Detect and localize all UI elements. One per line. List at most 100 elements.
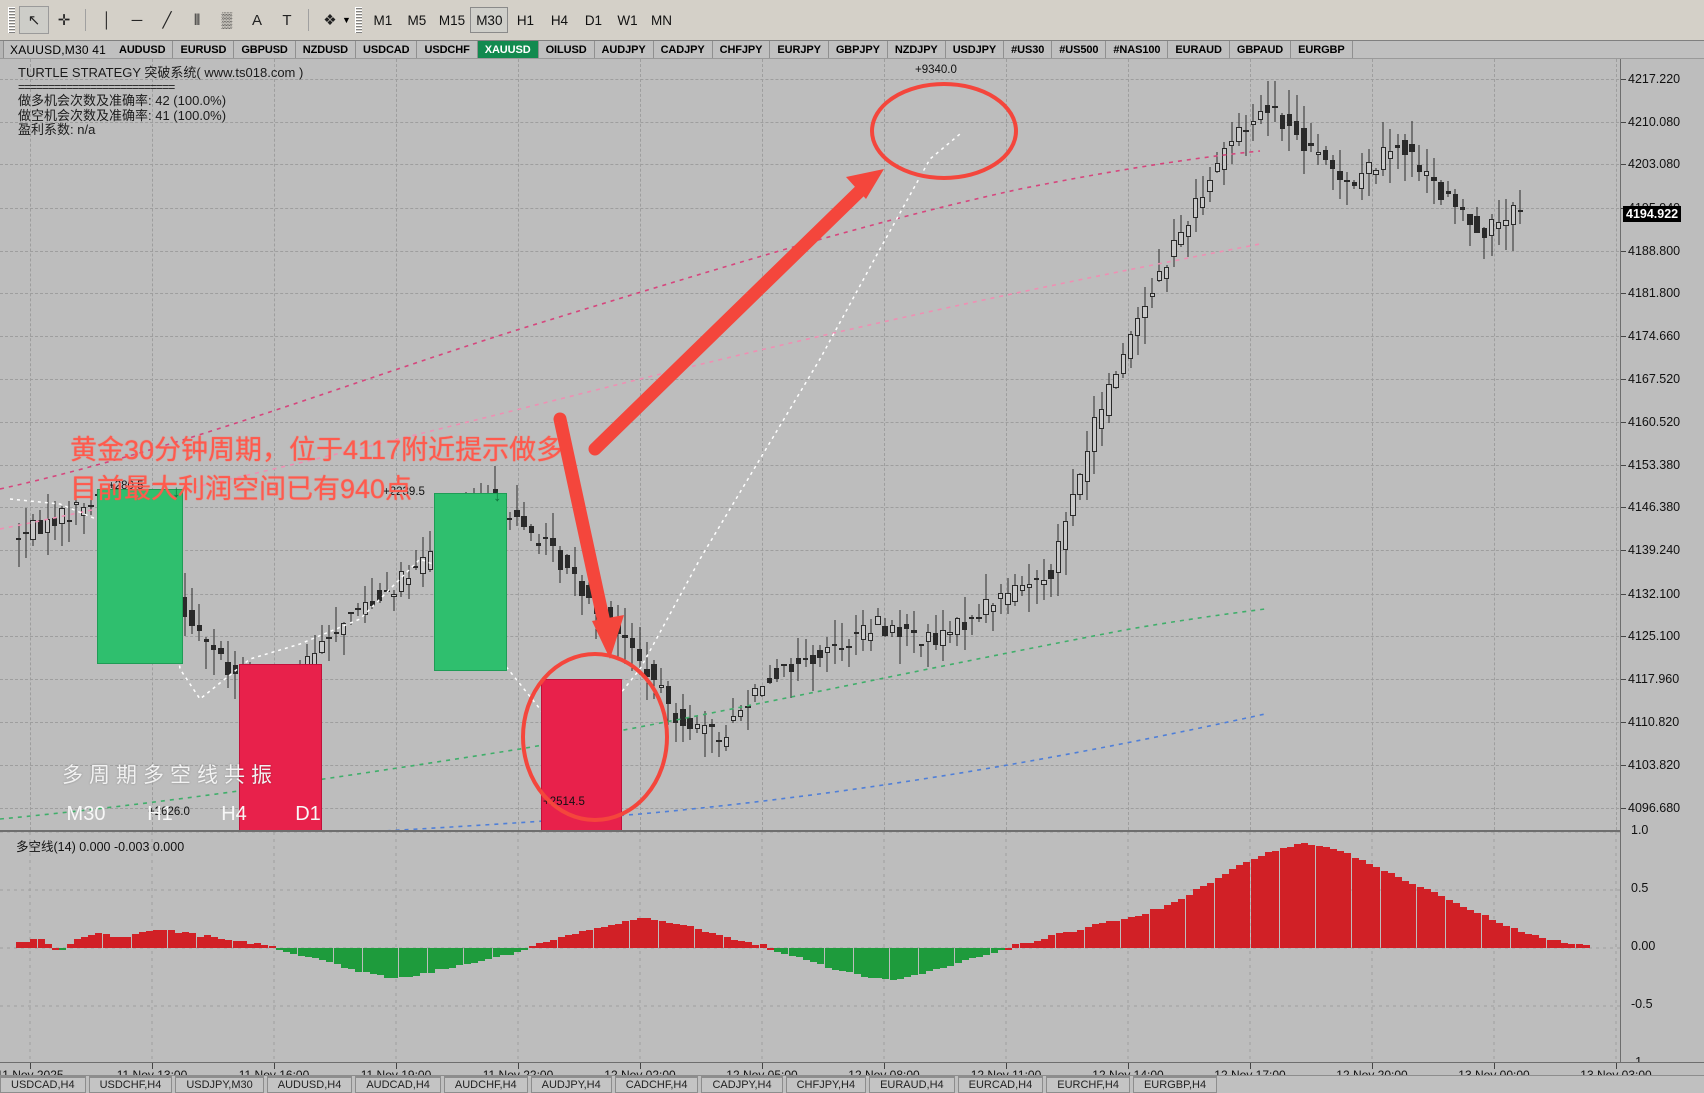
- candle-wick: [343, 621, 345, 656]
- taskbar-chart-audcad-h4[interactable]: AUDCAD,H4: [355, 1076, 441, 1093]
- candlestick: [1091, 395, 1098, 475]
- indicator-histogram-bar: [1402, 881, 1410, 948]
- indicator-histogram-bar: [95, 933, 103, 948]
- symbol-tab-audjpy[interactable]: AUDJPY: [595, 41, 654, 58]
- timeframe-m15[interactable]: M15: [438, 12, 466, 28]
- taskbar-chart-cadjpy-h4[interactable]: CADJPY,H4: [701, 1076, 783, 1093]
- candle-wick: [812, 645, 814, 691]
- taskbar-chart-chfjpy-h4[interactable]: CHFJPY,H4: [785, 1076, 867, 1093]
- price-label: 4096.680: [1628, 800, 1681, 815]
- cursor-tool[interactable]: ↖: [19, 6, 49, 34]
- candlestick: [1192, 179, 1199, 232]
- symbol-tab-usdcad[interactable]: USDCAD: [356, 41, 418, 58]
- indicator-histogram-bar: [1373, 866, 1381, 948]
- indicator-histogram-bar: [239, 941, 247, 948]
- candle-wick: [83, 503, 85, 535]
- candle-body: [1330, 159, 1336, 169]
- candle-body: [911, 629, 917, 633]
- candle-body: [427, 551, 433, 571]
- indicator-histogram-bar: [153, 930, 161, 948]
- symbol-tab-eurgbp[interactable]: EURGBP: [1291, 41, 1353, 58]
- taskbar-chart-usdcad-h4[interactable]: USDCAD,H4: [0, 1076, 86, 1093]
- gridline-horizontal: [0, 635, 1704, 637]
- candle-body: [947, 631, 953, 635]
- gridline-vertical: [1494, 59, 1495, 830]
- candlestick: [1279, 112, 1285, 142]
- taskbar-chart-audusd-h4[interactable]: AUDUSD,H4: [266, 1076, 353, 1093]
- candle-body: [1149, 293, 1155, 297]
- gridline-vertical: [1616, 59, 1617, 830]
- taskbar-chart-euraud-h4[interactable]: EURAUD,H4: [869, 1076, 955, 1093]
- text-label-tool[interactable]: T: [282, 11, 292, 29]
- indicator-histogram-bar: [615, 923, 623, 948]
- candle-body: [543, 536, 549, 540]
- candle-body: [1416, 164, 1423, 172]
- symbol-tab-nzdjpy[interactable]: NZDJPY: [888, 41, 946, 58]
- symbol-tab-chfjpy[interactable]: CHFJPY: [713, 41, 771, 58]
- symbol-tab-eurusd[interactable]: EURUSD: [173, 41, 235, 58]
- timeframe-m1[interactable]: M1: [373, 12, 393, 28]
- trendline-tool[interactable]: ╱: [162, 12, 172, 29]
- crosshair-tool[interactable]: ✛: [57, 12, 71, 29]
- indicator-histogram-bar: [1084, 927, 1092, 948]
- indicator-histogram-bar: [30, 939, 38, 948]
- text-tool[interactable]: A: [251, 11, 262, 29]
- symbol-tab-oilusd[interactable]: OILUSD: [539, 41, 595, 58]
- chevron-down-icon[interactable]: ▼: [342, 15, 351, 25]
- price-axis[interactable]: 4217.2204210.0804203.0804195.9404188.800…: [1620, 59, 1704, 830]
- fibonacci-tool[interactable]: ⦀: [193, 11, 201, 29]
- timeframe-d1[interactable]: D1: [584, 12, 603, 28]
- taskbar-chart-usdchf-h4[interactable]: USDCHF,H4: [88, 1076, 173, 1093]
- indicator-subwindow[interactable]: 多空线(14) 0.000 -0.003 0.000 XU On: [0, 830, 1704, 1062]
- indicator-histogram-bar: [593, 927, 601, 948]
- gridline-vertical: [1006, 59, 1007, 830]
- indicator-histogram-bar: [543, 942, 551, 948]
- taskbar-chart-usdjpy-m30[interactable]: USDJPY,M30: [175, 1076, 264, 1093]
- horizontal-line-tool[interactable]: ─: [131, 11, 143, 29]
- symbol-tab-usdjpy[interactable]: USDJPY: [946, 41, 1005, 58]
- equidistant-channel-tool[interactable]: ▒: [221, 11, 233, 29]
- symbol-tab-gbpjpy[interactable]: GBPJPY: [829, 41, 888, 58]
- symbol-tab-nas100[interactable]: #NAS100: [1106, 41, 1169, 58]
- timeframe-m30[interactable]: M30: [470, 7, 509, 33]
- indicator-histogram-bar: [232, 941, 240, 948]
- timeframe-toolbar-grip[interactable]: [354, 7, 362, 33]
- trade-profit-label-4: +2514.5: [543, 796, 585, 808]
- taskbar-chart-eurgbp-h4[interactable]: EURGBP,H4: [1132, 1076, 1218, 1093]
- indicator-histogram-bar: [1452, 903, 1460, 948]
- price-tick: [1621, 379, 1626, 381]
- timeframe-w1[interactable]: W1: [617, 12, 638, 28]
- symbol-tab-gbpaud[interactable]: GBPAUD: [1230, 41, 1292, 58]
- candlestick: [1228, 122, 1235, 164]
- symbol-tab-us30[interactable]: #US30: [1004, 41, 1053, 58]
- vertical-line-tool[interactable]: │: [102, 11, 112, 29]
- symbol-tab-nzdusd[interactable]: NZDUSD: [296, 41, 357, 58]
- candle-body: [1366, 162, 1372, 174]
- gridline-vertical: [884, 59, 885, 830]
- taskbar-chart-audchf-h4[interactable]: AUDCHF,H4: [443, 1076, 528, 1093]
- timeframe-h1[interactable]: H1: [516, 12, 535, 28]
- timeframe-mn[interactable]: MN: [650, 12, 672, 28]
- symbol-tab-euraud[interactable]: EURAUD: [1168, 41, 1230, 58]
- taskbar-chart-eurcad-h4[interactable]: EURCAD,H4: [957, 1076, 1044, 1093]
- timeframe-m5[interactable]: M5: [407, 12, 427, 28]
- symbol-tab-cadjpy[interactable]: CADJPY: [654, 41, 713, 58]
- symbol-tab-eurjpy[interactable]: EURJPY: [770, 41, 829, 58]
- taskbar-chart-audjpy-h4[interactable]: AUDJPY,H4: [530, 1076, 612, 1093]
- toolbar-grip[interactable]: [8, 7, 15, 33]
- taskbar-chart-eurchf-h4[interactable]: EURCHF,H4: [1046, 1076, 1130, 1093]
- taskbar-chart-cadchf-h4[interactable]: CADCHF,H4: [614, 1076, 699, 1093]
- timeframe-h4[interactable]: H4: [550, 12, 569, 28]
- candlestick: [528, 523, 534, 541]
- shapes-tool[interactable]: ❖: [323, 12, 337, 29]
- symbol-tab-gbpusd[interactable]: GBPUSD: [234, 41, 296, 58]
- symbol-tab-xauusd[interactable]: XAUUSD: [477, 41, 539, 58]
- symbol-tab-us500[interactable]: #US500: [1052, 41, 1107, 58]
- price-chart-canvas[interactable]: ↓↓↑↑ +280.5+2626.0+2239.5+2514.5+9340.0 …: [0, 59, 1704, 830]
- symbol-tab-usdchf[interactable]: USDCHF: [417, 41, 478, 58]
- gridline-horizontal: [0, 122, 1704, 123]
- indicator-axis: 1.00.50.00-0.5-1: [1620, 823, 1704, 1069]
- symbol-tab-audusd[interactable]: AUDUSD: [112, 41, 174, 58]
- indicator-histogram-bar: [52, 947, 60, 950]
- indicator-histogram-bar: [969, 948, 977, 958]
